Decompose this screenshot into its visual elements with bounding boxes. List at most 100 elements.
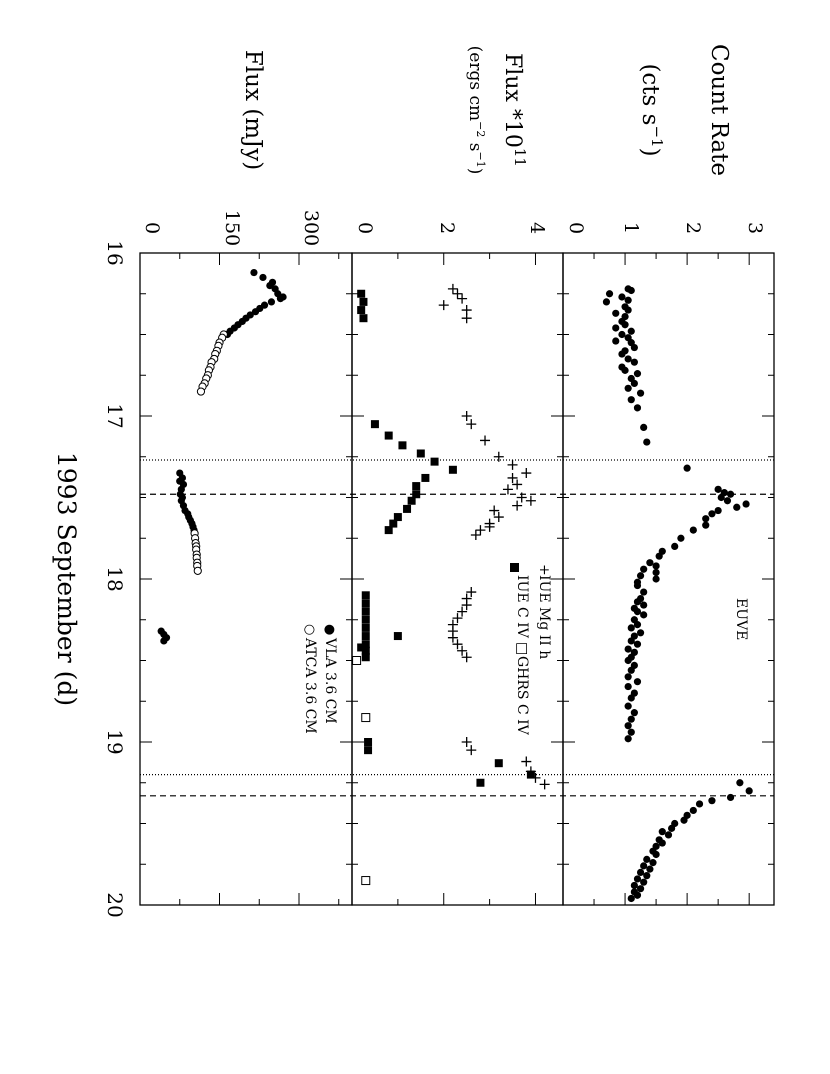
data-point (466, 745, 477, 756)
data-point (512, 479, 523, 490)
data-point (640, 611, 648, 619)
data-point (640, 423, 648, 432)
y-axis-label-middle: Flux *1011 (500, 53, 529, 167)
data-point (624, 296, 632, 304)
data-point (624, 702, 632, 710)
legend-marker-vla: ● (322, 624, 337, 635)
data-point (708, 797, 716, 805)
data-point (359, 297, 368, 306)
data-point (646, 865, 654, 873)
data-point (461, 411, 472, 421)
y-tick-label: 1 (620, 222, 642, 234)
data-point (398, 441, 407, 450)
data-point (633, 875, 642, 883)
panel-middle-frame (351, 252, 564, 906)
data-point (384, 431, 393, 440)
legend-bottom: ● VLA 3.6 CM ○ ATCA 3.6 CM (302, 624, 338, 734)
data-point (664, 831, 673, 839)
data-point (357, 306, 366, 315)
y-tick-label: 0 (354, 222, 376, 234)
y-tick-labels-middle: 0 2 4 (354, 222, 548, 234)
legend-middle: + IUE Mg II h IUE C IV □ GHRS C IV (510, 563, 552, 736)
data-point (364, 738, 373, 746)
data-point (521, 468, 532, 479)
data-point (633, 678, 642, 686)
data-point (633, 598, 642, 606)
data-point (640, 862, 648, 870)
data-point (630, 343, 638, 352)
panel-top-frame (562, 252, 775, 906)
data-point (364, 746, 373, 755)
data-point (452, 288, 463, 299)
y-tick-label: 0 (565, 222, 587, 234)
data-point (643, 872, 651, 880)
data-point (361, 632, 370, 641)
data-point (627, 624, 635, 632)
y-tick-labels-bottom: 0 150 300 (141, 210, 322, 246)
data-point (507, 459, 518, 470)
data-point (618, 330, 626, 339)
unit-text: (cts s (637, 63, 663, 125)
data-point (652, 850, 660, 859)
data-point (640, 565, 648, 573)
data-point (636, 572, 645, 580)
data-point (680, 816, 688, 824)
data-point (421, 473, 430, 482)
data-point (196, 387, 206, 396)
data-point (438, 300, 449, 311)
data-point (649, 859, 657, 867)
data-point (259, 273, 267, 282)
data-point (361, 615, 370, 624)
data-point (447, 283, 458, 294)
unit-text: (ergs cm (465, 46, 485, 121)
data-point (521, 756, 532, 767)
euve-annotation: EUVE (733, 598, 749, 640)
y-axis-label-bottom: Flux (mJy) (240, 50, 266, 170)
y-tick-label: 3 (744, 222, 766, 234)
data-point (476, 778, 485, 787)
data-point (643, 855, 651, 863)
unit-mid: s (465, 137, 485, 151)
data-point (726, 490, 735, 498)
data-point (361, 653, 370, 662)
data-point (461, 600, 472, 611)
unit-exp: −1 (474, 151, 487, 167)
data-point (630, 379, 638, 387)
data-point (636, 868, 645, 877)
data-point (276, 295, 285, 303)
data-point (630, 709, 638, 717)
y-tick-label: 2 (682, 222, 704, 234)
data-point (627, 666, 635, 674)
y-tick-labels-top: 0 1 2 3 (565, 222, 766, 234)
data-point (640, 588, 648, 596)
data-point (605, 290, 614, 298)
data-point (461, 737, 472, 747)
data-point (726, 793, 735, 802)
data-point (652, 575, 660, 583)
data-point (516, 492, 527, 503)
data-point (630, 881, 638, 890)
data-point (470, 529, 481, 540)
data-point (618, 350, 626, 358)
data-point (630, 358, 638, 366)
x-tick-label: 17 (103, 403, 127, 428)
data-point (742, 500, 750, 508)
data-point (627, 728, 635, 736)
data-point (633, 891, 642, 899)
data-point (627, 694, 635, 702)
data-point (624, 355, 632, 363)
data-point (193, 566, 202, 575)
data-point (475, 525, 486, 536)
data-point (452, 613, 463, 624)
ylabel-exp: 11 (511, 148, 529, 167)
data-point (624, 682, 632, 691)
data-point (357, 643, 366, 652)
x-tick-labels: 16 17 18 19 20 (103, 240, 127, 917)
x-axis-label: 1993 September (d) (52, 452, 81, 706)
data-point (160, 637, 168, 645)
data-point (457, 606, 468, 617)
data-point (624, 656, 632, 665)
data-point (416, 449, 425, 458)
legend-entry-civ: IUE C IV (514, 575, 530, 639)
data-point (646, 559, 654, 567)
